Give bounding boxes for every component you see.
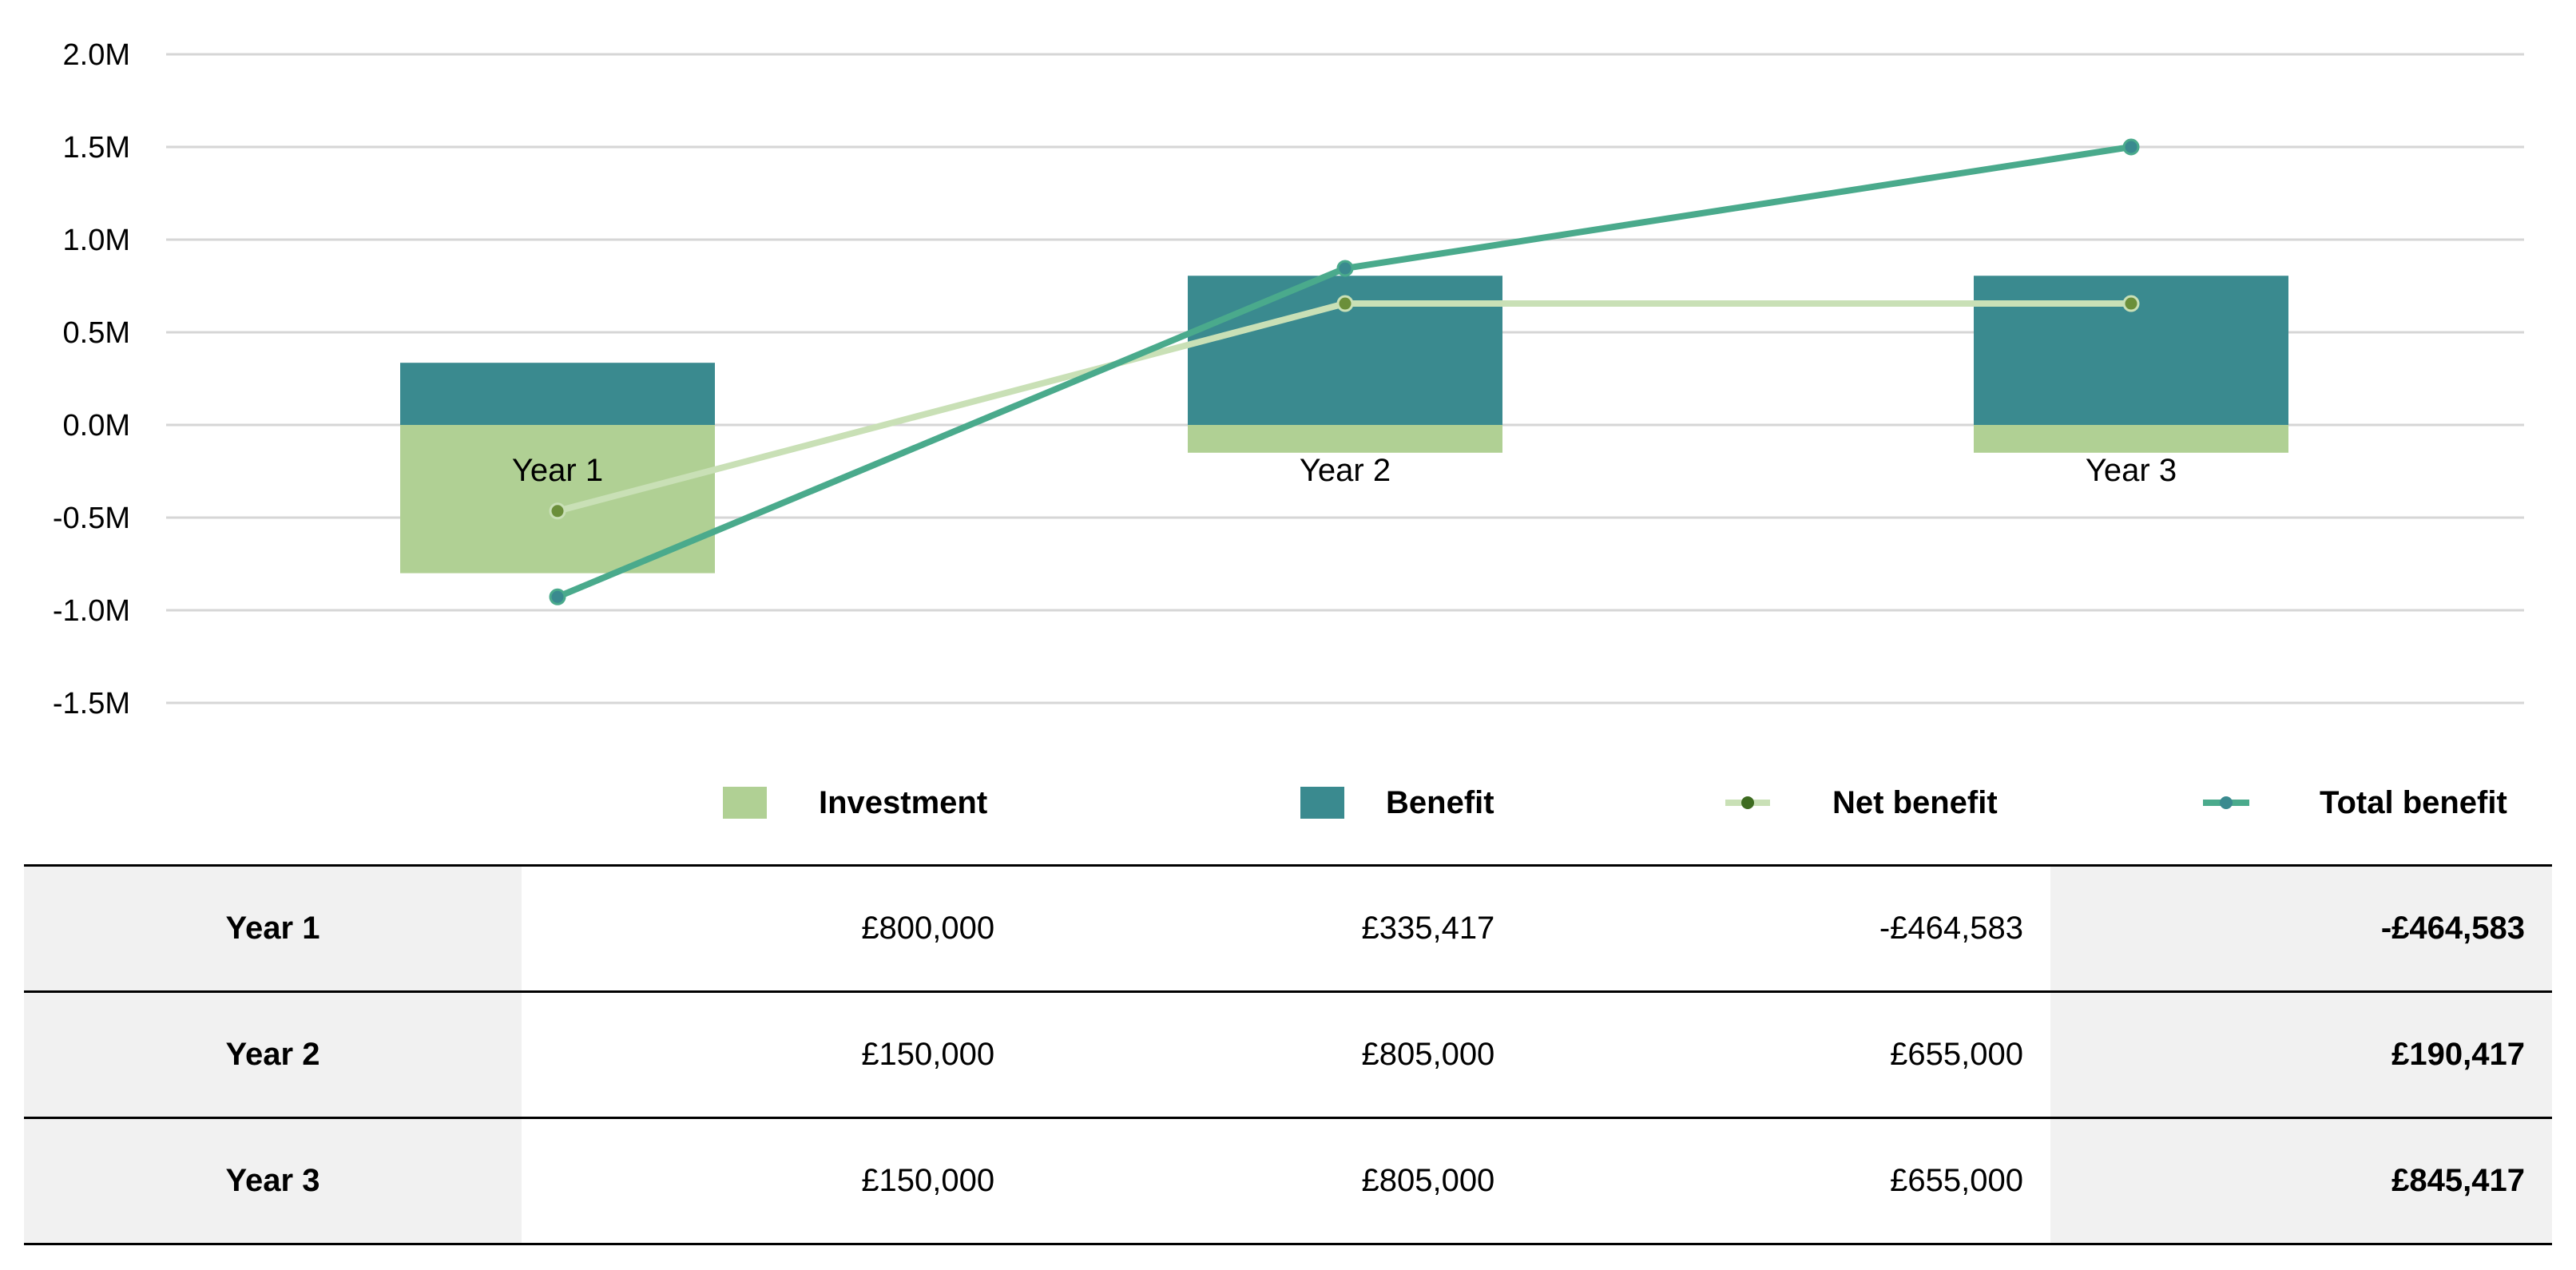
data-table: Year 1 £800,000 £335,417 -£464,583 -£464… [24,864,2552,1245]
x-category-label: Year 1 [512,453,603,488]
point-total-benefit [2122,138,2140,156]
legend-item-net-benefit: Net benefit [1725,779,1998,827]
bar-investment [1974,425,2288,453]
y-tick-label: -0.5M [53,502,130,535]
x-category-label: Year 3 [2086,453,2177,488]
benefit-cell: £805,000 [1361,1163,1495,1198]
chart-plot-area: 2.0M 1.5M 1.0M 0.5M 0.0M -0.5M -1.0M -1.5M Year… [53,38,2524,720]
y-tick-label: -1.0M [53,594,130,628]
bar-investment [1188,425,1502,453]
table-row: Year 1 £800,000 £335,417 -£464,583 -£464… [24,865,2552,992]
legend-swatch-total-benefit [2203,796,2249,809]
investment-cell: £150,000 [861,1037,995,1072]
row-label: Year 2 [24,991,522,1118]
legend-item-benefit: Benefit [1300,779,1494,827]
investment-cell: £800,000 [861,911,995,946]
legend-swatch-investment [723,787,767,819]
y-tick-label: 1.5M [63,131,130,165]
y-tick-label: 2.0M [63,38,130,72]
total-benefit-cell: £845,417 [2050,1117,2552,1244]
y-tick-label: 0.0M [63,409,130,443]
point-net-benefit [2122,295,2140,312]
row-label: Year 1 [24,865,522,992]
legend-swatch-benefit [1300,787,1344,819]
x-category-label: Year 2 [1300,453,1391,488]
legend-label-net-benefit: Net benefit [1832,784,1998,820]
y-tick-label: 1.0M [63,224,130,257]
y-tick-label: 0.5M [63,316,130,350]
legend-label-investment: Investment [819,784,988,820]
net-benefit-cell: £655,000 [1890,1163,2023,1198]
benefit-cell: £805,000 [1361,1037,1495,1072]
legend-item-investment: Investment [723,779,987,827]
table-row: Year 3 £150,000 £805,000 £655,000 £845,4… [24,1117,2552,1244]
legend-label-total-benefit: Total benefit [2320,784,2507,820]
legend-label-benefit: Benefit [1386,784,1494,820]
point-net-benefit [549,502,566,520]
benefit-cell: £335,417 [1361,911,1495,946]
chart-legend: Investment Benefit Net benefit Total ben… [0,779,2576,827]
total-benefit-cell: £190,417 [2050,991,2552,1118]
legend-swatch-net-benefit [1725,796,1770,809]
point-total-benefit [1336,260,1354,277]
point-net-benefit [1336,295,1354,312]
net-benefit-cell: £655,000 [1890,1037,2023,1072]
investment-cell: £150,000 [861,1163,995,1198]
legend-item-total-benefit: Total benefit [2203,779,2507,827]
row-label: Year 3 [24,1117,522,1244]
table-row: Year 2 £150,000 £805,000 £655,000 £190,4… [24,991,2552,1118]
bar-benefit [400,363,715,425]
point-total-benefit [549,588,566,605]
y-tick-label: -1.5M [53,687,130,720]
bar-investment [400,425,715,573]
net-benefit-cell: -£464,583 [1879,911,2023,946]
total-benefit-cell: -£464,583 [2050,865,2552,992]
